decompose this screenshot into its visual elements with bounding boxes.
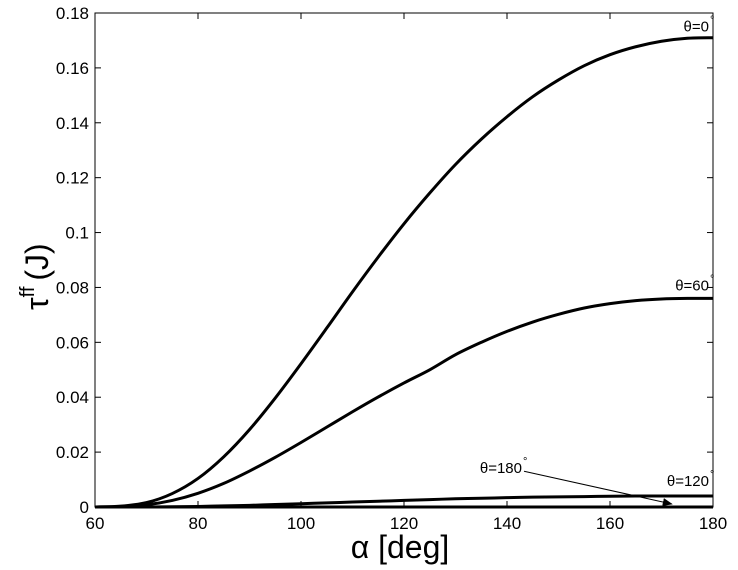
series-line-0 bbox=[94, 36, 714, 509]
theta-180-arrow bbox=[523, 470, 673, 506]
x-tick-label: 140 bbox=[493, 514, 521, 533]
x-tick-label: 160 bbox=[596, 514, 624, 533]
y-axis-label: τff (J) bbox=[17, 243, 55, 310]
x-tick-label: 60 bbox=[86, 514, 105, 533]
y-axis-label-superscript: ff bbox=[17, 286, 39, 297]
axis-ticks: 60 80 100 120 140 160 180 0 0.02 0.04 0.06 0.08 0.1 0… bbox=[56, 4, 727, 533]
y-tick-label: 0.16 bbox=[56, 59, 89, 78]
y-tick-label: 0.12 bbox=[56, 169, 89, 188]
label-theta-60-degree: ° bbox=[710, 273, 714, 285]
plot-frame bbox=[94, 12, 714, 508]
y-tick-label: 0.02 bbox=[56, 443, 89, 462]
y-tick-label: 0.14 bbox=[56, 114, 89, 133]
y-axis-label-unit: (J) bbox=[19, 243, 55, 280]
x-tick-label: 80 bbox=[189, 514, 208, 533]
label-theta-180: θ=180 bbox=[480, 460, 522, 477]
series-curves bbox=[94, 36, 714, 509]
x-axis-label: α [deg] bbox=[351, 529, 450, 565]
svg-text:τff(J): τff (J) bbox=[17, 243, 55, 310]
y-tick-label: 0.1 bbox=[65, 224, 89, 243]
x-tick-label: 120 bbox=[390, 514, 418, 533]
y-tick-label: 0 bbox=[80, 498, 89, 517]
x-tick-label: 180 bbox=[699, 514, 727, 533]
y-tick-label: 0.06 bbox=[56, 333, 89, 352]
label-theta-120: θ=120 bbox=[667, 473, 709, 490]
y-axis-label-symbol: τ bbox=[19, 297, 55, 310]
label-theta-0: θ=0 bbox=[684, 19, 709, 36]
y-tick-label: 0.04 bbox=[56, 388, 89, 407]
label-theta-60: θ=60 bbox=[675, 277, 709, 294]
label-theta-120-degree: ° bbox=[710, 469, 714, 481]
y-tick-label: 0.18 bbox=[56, 4, 89, 23]
label-theta-0-degree: ° bbox=[710, 15, 714, 27]
label-theta-180-degree: ° bbox=[523, 456, 527, 468]
x-tick-label: 100 bbox=[287, 514, 315, 533]
y-tick-label: 0.08 bbox=[56, 278, 89, 297]
series-line-1 bbox=[94, 296, 714, 509]
curve-annotations: θ=0 °θ=60 °θ=120 °θ=180 ° bbox=[480, 15, 714, 506]
